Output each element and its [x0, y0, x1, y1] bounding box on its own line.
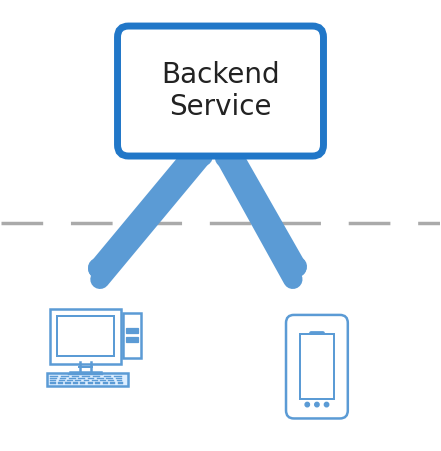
- Bar: [78, 378, 85, 379]
- Bar: [108, 380, 114, 382]
- Bar: [117, 380, 123, 382]
- Bar: [106, 378, 113, 379]
- Bar: [58, 382, 63, 384]
- Bar: [116, 378, 122, 379]
- FancyBboxPatch shape: [47, 373, 128, 387]
- Bar: [65, 382, 71, 384]
- Bar: [50, 376, 58, 377]
- Bar: [299, 334, 334, 399]
- Bar: [126, 328, 138, 333]
- Bar: [93, 376, 101, 377]
- Circle shape: [325, 402, 329, 407]
- FancyBboxPatch shape: [50, 309, 121, 364]
- Bar: [68, 374, 104, 375]
- Bar: [100, 380, 106, 382]
- Bar: [126, 336, 138, 342]
- Bar: [59, 380, 64, 382]
- Bar: [80, 382, 86, 384]
- Bar: [73, 382, 78, 384]
- Bar: [72, 376, 79, 377]
- Circle shape: [315, 402, 319, 407]
- Bar: [67, 380, 73, 382]
- Bar: [114, 376, 122, 377]
- FancyBboxPatch shape: [286, 315, 348, 419]
- Bar: [69, 378, 75, 379]
- Bar: [123, 313, 141, 358]
- Bar: [61, 376, 68, 377]
- Bar: [95, 382, 101, 384]
- Bar: [50, 380, 56, 382]
- Bar: [82, 376, 90, 377]
- Bar: [92, 380, 97, 382]
- Bar: [50, 378, 57, 379]
- Bar: [104, 376, 111, 377]
- Bar: [75, 380, 81, 382]
- Bar: [60, 378, 66, 379]
- Bar: [84, 380, 90, 382]
- Text: Backend
Service: Backend Service: [161, 61, 280, 121]
- Bar: [97, 378, 104, 379]
- Bar: [88, 382, 93, 384]
- Bar: [110, 382, 115, 384]
- Bar: [50, 382, 56, 384]
- Circle shape: [305, 402, 310, 407]
- Bar: [117, 382, 123, 384]
- FancyBboxPatch shape: [117, 26, 324, 156]
- Bar: [57, 317, 114, 356]
- Bar: [103, 382, 108, 384]
- Bar: [88, 378, 94, 379]
